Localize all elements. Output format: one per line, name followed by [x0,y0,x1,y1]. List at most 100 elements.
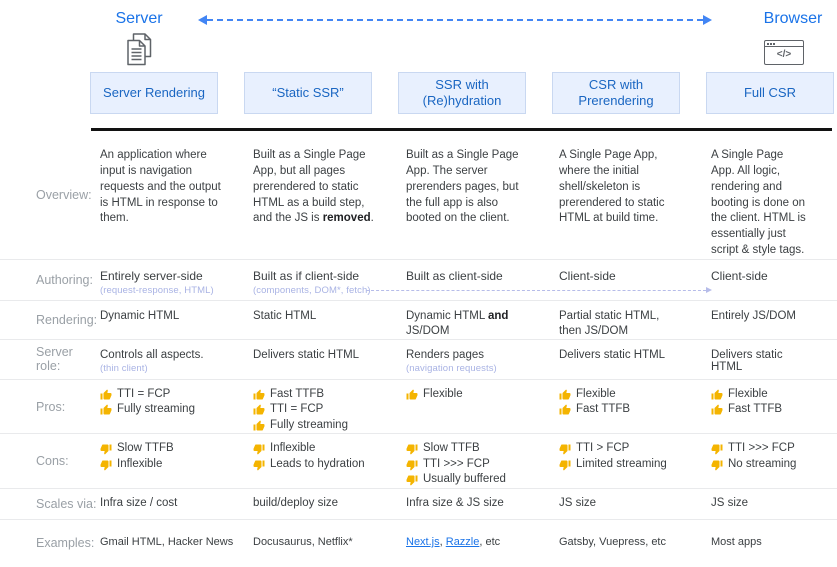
con-item: Slow TTFB [406,441,531,457]
con-item: Slow TTFB [100,441,225,457]
pro-item: Flexible [406,387,531,403]
thumb-down-icon [100,444,112,455]
column-header-4: CSR with Prerendering [552,72,680,114]
row-label-authoring: Authoring: [36,273,93,288]
row-cons: Cons: Slow TTFB Inflexible Inflexible Leads… [0,433,837,488]
examples-cell-3: Next.js, Razzle, etc [406,535,501,548]
example-link[interactable]: Razzle [445,535,480,548]
scales-cell-4: JS size [559,496,597,509]
row-scales-via: Scales via: Infra size / cost build/deplo… [0,487,837,519]
server-role-cell-1: Controls all aspects. (thin client) [100,340,253,379]
server-browser-arrow [198,15,712,25]
thumb-up-icon [559,404,571,415]
authoring-cell-1: Entirely server-side (request-response, H… [100,260,253,300]
examples-cell-5: Most apps [711,535,762,548]
row-label-scales-via: Scales via: [36,496,97,511]
server-role-cell-4: Delivers static HTML [559,348,666,361]
row-examples: Examples: Gmail HTML, Hacker News Docusau… [0,518,837,567]
browser-label: Browser [763,10,823,27]
pro-item: Flexible [559,387,683,403]
pros-cell-5: Flexible Fast TTFB [711,380,837,434]
browser-icon-toolbar [765,41,803,47]
thumb-down-icon [253,444,265,455]
row-label-cons: Cons: [36,454,69,469]
pros-cell-2: Fast TTFB TTI = FCP Fully streaming [253,380,406,434]
rendering-cell-4: Partial static HTML, then JS/DOM [559,310,660,337]
row-label-rendering: Rendering: [36,312,98,327]
thumb-up-icon [253,389,265,400]
con-item: Inflexible [253,441,378,457]
column-headers: Server Rendering “Static SSR” SSR with (Re… [0,72,837,114]
pro-item: Fully streaming [100,402,225,418]
column-header-1: Server Rendering [90,72,218,114]
rendering-cell-1: Dynamic HTML [100,310,180,323]
pro-item: Fast TTFB [559,402,683,418]
thumb-up-icon [100,389,112,400]
code-glyph: </> [776,49,792,60]
thumb-up-icon [711,404,723,415]
row-label-server-role: Server role: [36,345,73,374]
con-item: Leads to hydration [253,457,378,473]
con-item: Inflexible [100,457,225,473]
thumb-up-icon [711,389,723,400]
rendering-cell-5: Entirely JS/DOM [711,310,796,323]
con-item: TTI > FCP [559,441,683,457]
authoring-subtext-1: (request-response, HTML) [100,285,214,297]
server-documents-icon [127,33,152,66]
thumb-down-icon [559,460,571,471]
thumb-down-icon [559,444,571,455]
row-pros: Pros: TTI = FCP Fully streaming Fast TTFB T… [0,378,837,434]
thumb-down-icon [406,475,418,486]
thumb-down-icon [406,460,418,471]
thumb-down-icon [253,460,265,471]
overview-cell-3: Built as a Single Page App. The server p… [406,149,519,225]
scales-cell-1: Infra size / cost [100,496,178,509]
examples-cell-1: Gmail HTML, Hacker News [100,535,234,548]
scales-cell-2: build/deploy size [253,496,339,509]
server-role-cell-2: Delivers static HTML [253,348,360,361]
row-overview: Overview: An application where input is … [0,131,837,259]
overview-cell-4: A Single Page App, where the initial she… [559,149,665,225]
con-item: Limited streaming [559,457,683,473]
scales-cell-3: Infra size & JS size [406,496,504,509]
example-link[interactable]: Next.js [406,535,440,548]
pro-item: Fast TTFB [711,402,809,418]
authoring-cell-4: Client-side [559,269,616,284]
cons-cell-4: TTI > FCP Limited streaming [559,434,711,488]
row-authoring: Authoring: Entirely server-side (request-… [0,259,837,300]
examples-cell-2: Docusaurus, Netflix* [253,535,353,548]
row-server-role: Server role: Controls all aspects. (thin … [0,338,837,379]
server-label: Server [115,10,163,27]
rendering-cell-2: Static HTML [253,310,317,323]
examples-cell-4: Gatsby, Vuepress, etc [559,535,666,548]
pro-item: Flexible [711,387,809,403]
thumb-up-icon [253,420,265,431]
spectrum-header: Server Browser </> [0,0,837,70]
rendering-cell-3: Dynamic HTML and JS/DOM [406,310,509,337]
pros-cell-1: TTI = FCP Fully streaming [100,380,253,434]
thumb-down-icon [711,444,723,455]
pro-item: TTI = FCP [253,402,378,418]
overview-cell-1: An application where input is navigation… [100,149,221,225]
thumb-up-icon [253,404,265,415]
browser-window-icon: </> [764,40,804,65]
pro-item: Fully streaming [253,418,378,434]
thumb-down-icon [406,444,418,455]
cons-cell-1: Slow TTFB Inflexible [100,434,253,488]
row-rendering: Rendering: Dynamic HTML Static HTML Dynami… [0,300,837,339]
scales-cell-5: JS size [711,496,749,509]
thumb-down-icon [711,460,723,471]
server-role-cell-3: Renders pages (navigation requests) [406,340,559,379]
row-label-pros: Pros: [36,399,66,414]
authoring-cell-3: Built as client-side [406,269,503,284]
thumb-up-icon [406,389,418,400]
row-label-overview: Overview: [36,188,92,202]
con-item: TTI >>> FCP [406,457,531,473]
server-role-subtext-3: (navigation requests) [406,362,497,374]
cons-cell-5: TTI >>> FCP No streaming [711,434,837,488]
column-header-5: Full CSR [706,72,834,114]
server-role-subtext-1: (thin client) [100,362,148,374]
cons-cell-3: Slow TTFB TTI >>> FCP Usually buffered [406,434,559,488]
pro-item: Fast TTFB [253,387,378,403]
pros-cell-3: Flexible [406,380,559,434]
